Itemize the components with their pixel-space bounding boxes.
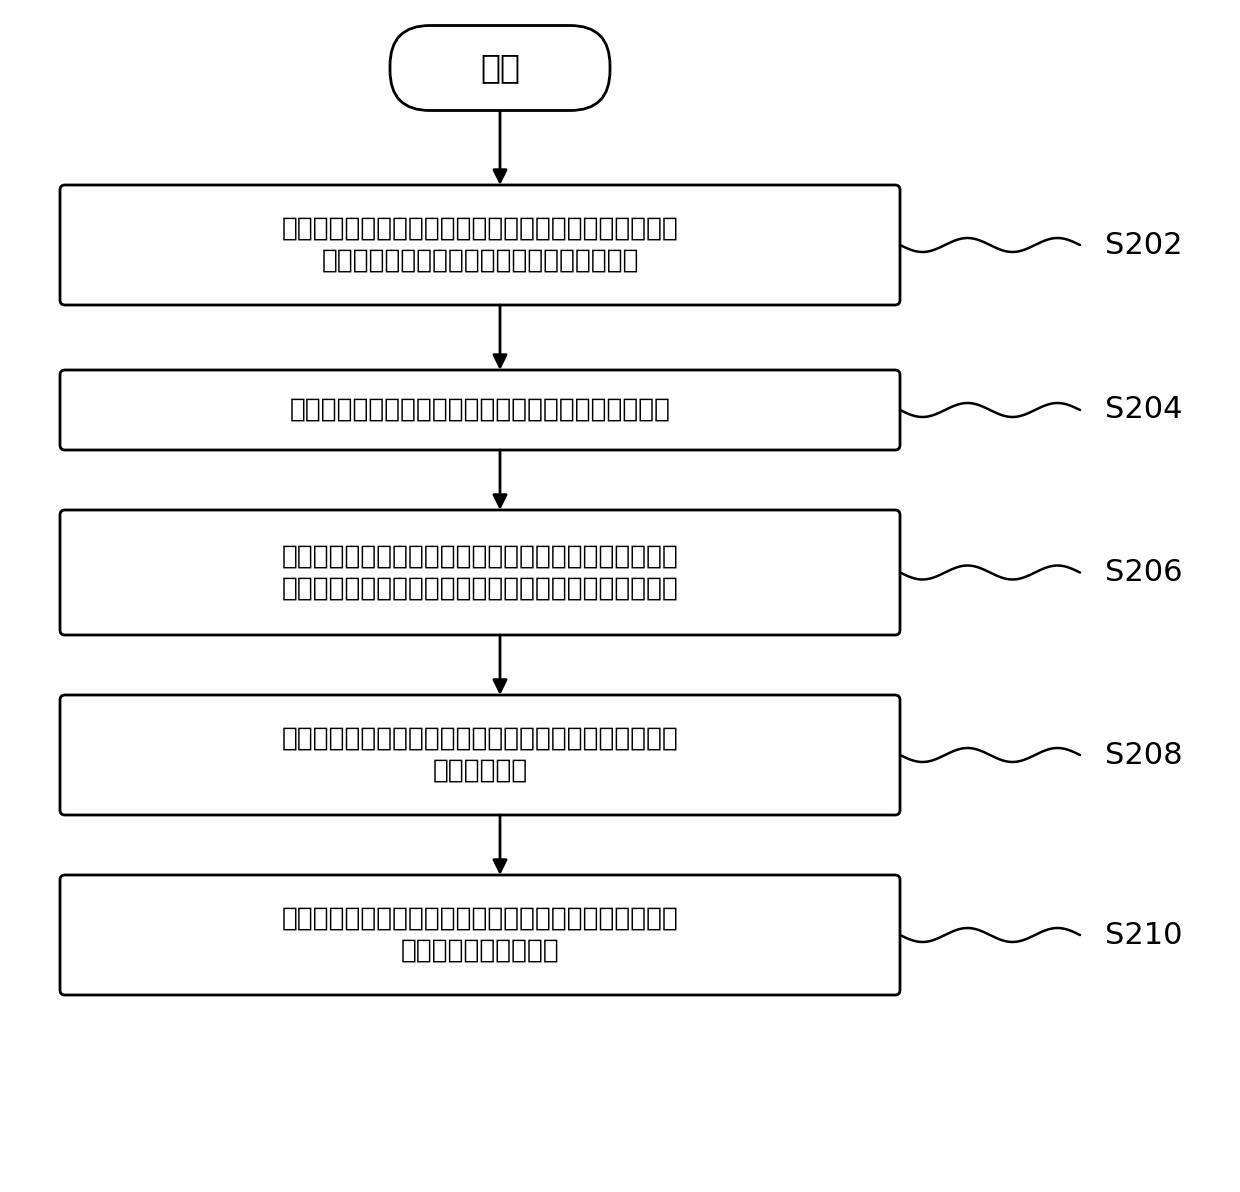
Text: 确定初始变分网络的基本参数，其中所述基本参数包括前: 确定初始变分网络的基本参数，其中所述基本参数包括前 [281,216,678,242]
Text: 开始: 开始 [480,51,520,85]
FancyBboxPatch shape [60,695,900,815]
Text: 根据最短路算法，计算所述带有权値的变分网络的各节点: 根据最短路算法，计算所述带有权値的变分网络的各节点 [281,726,678,752]
Text: 连接具有相同累积车辆数的所述带有权値的变分网络的节: 连接具有相同累积车辆数的所述带有权値的变分网络的节 [281,906,678,932]
FancyBboxPatch shape [60,370,900,451]
Text: 基于所述初始变分网络的基本参数，获得初始变分网络: 基于所述初始变分网络的基本参数，获得初始变分网络 [289,397,671,423]
FancyBboxPatch shape [60,185,900,305]
Text: 向弧斜率、后向弧斜率、时间步长和空间步长: 向弧斜率、后向弧斜率、时间步长和空间步长 [321,248,639,274]
Text: 的累积车辆数: 的累积车辆数 [433,758,528,784]
Text: S202: S202 [1105,230,1183,260]
Text: 线和浮动车轨迹的约束条件下，建立带有权値的变分网络: 线和浮动车轨迹的约束条件下，建立带有权値的变分网络 [281,576,678,602]
Text: S204: S204 [1105,396,1183,424]
Text: 点，重构车辆运行轨迹: 点，重构车辆运行轨迹 [401,938,559,964]
Text: S206: S206 [1105,558,1183,586]
Text: S210: S210 [1105,920,1183,950]
Text: S208: S208 [1105,740,1183,770]
Text: 基于所述初始变分网络，在信号配时参数、排队波边界曲: 基于所述初始变分网络，在信号配时参数、排队波边界曲 [281,544,678,570]
FancyBboxPatch shape [391,25,610,111]
FancyBboxPatch shape [60,510,900,635]
FancyBboxPatch shape [60,875,900,995]
